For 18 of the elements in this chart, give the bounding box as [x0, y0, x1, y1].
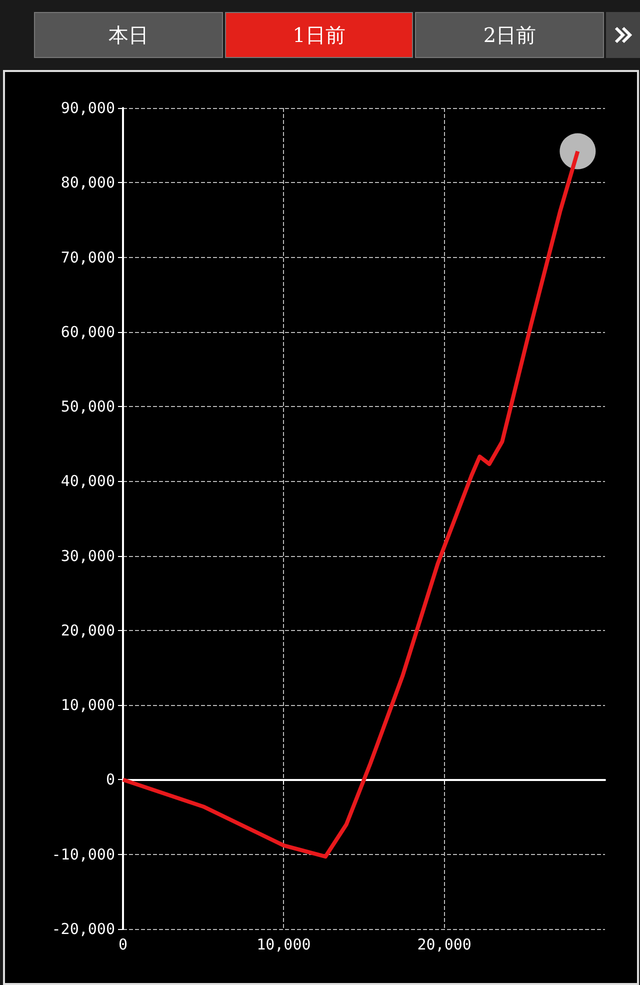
x-tick-label: 10,000	[256, 936, 311, 954]
y-tick-label: 50,000	[60, 398, 115, 416]
y-tick-label: 90,000	[60, 99, 115, 117]
y-tick-label: 20,000	[60, 621, 115, 640]
text: 2日前	[415, 12, 604, 58]
text: 本日	[34, 12, 223, 58]
x-tick-label: 20,000	[417, 936, 472, 954]
y-tick-label: 10,000	[60, 696, 115, 714]
y-tick-label: -10,000	[52, 845, 115, 864]
y-tick-label: 60,000	[60, 322, 115, 341]
x-tick-label: 0	[118, 936, 128, 954]
text: 1日前	[224, 12, 414, 58]
y-tick-label: 70,000	[60, 248, 115, 266]
y-tick-label: 0	[106, 770, 115, 789]
y-tick-label: 80,000	[60, 174, 115, 192]
y-tick-label: -20,000	[52, 920, 115, 938]
y-tick-label: 40,000	[60, 472, 115, 490]
y-tick-label: 30,000	[60, 546, 115, 565]
